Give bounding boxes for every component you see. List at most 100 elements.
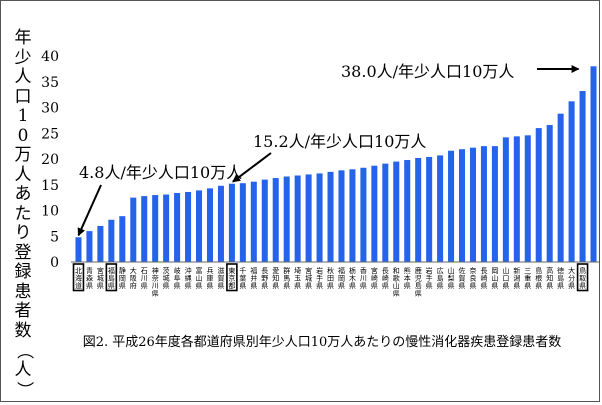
y-axis-label-char: た bbox=[14, 203, 32, 224]
x-tick-label-char: 岐 bbox=[174, 266, 181, 275]
x-tick-label-char: 島 bbox=[437, 274, 444, 283]
bar bbox=[206, 188, 213, 262]
x-tick-label-char: 長 bbox=[480, 267, 487, 275]
x-tick-label-char: 山 bbox=[196, 274, 203, 283]
x-tick-label-char: 川 bbox=[152, 282, 159, 290]
bar bbox=[305, 174, 312, 262]
x-tick-label-char: 取 bbox=[579, 275, 586, 283]
y-axis-label-char: 年 bbox=[14, 28, 32, 48]
bar bbox=[97, 225, 104, 262]
x-tick-label-char: 宮 bbox=[371, 266, 378, 275]
y-tick-label: 15 bbox=[41, 178, 59, 194]
x-tick-label-char: 口 bbox=[502, 275, 509, 283]
x-tick-label-char: 玉 bbox=[294, 275, 301, 283]
y-axis-label-char: 0 bbox=[17, 125, 29, 146]
x-tick-label-char: 賀 bbox=[217, 274, 224, 283]
bar bbox=[557, 113, 564, 263]
bar bbox=[524, 135, 531, 262]
y-tick-label: 30 bbox=[41, 101, 59, 117]
x-tick-label-char: 崎 bbox=[382, 274, 389, 283]
x-tick-label-char: 知 bbox=[546, 274, 553, 283]
x-tick-label-char: 手 bbox=[316, 274, 323, 283]
annotation-arrow bbox=[77, 184, 102, 237]
x-tick-label-char: 県 bbox=[459, 282, 466, 290]
x-tick-label-char: 県 bbox=[448, 282, 455, 290]
bar bbox=[316, 173, 323, 262]
x-tick-label-char: 道 bbox=[75, 281, 82, 290]
annotation-label: 38.0人/年少人口10万人 bbox=[341, 62, 514, 81]
x-tick-label-char: 県 bbox=[382, 282, 389, 290]
annotation-label: 15.2人/年少人口10万人 bbox=[253, 132, 426, 151]
x-tick-label-char: 県 bbox=[437, 282, 444, 290]
bar bbox=[294, 175, 301, 262]
x-tick-label-char: 県 bbox=[294, 282, 301, 290]
x-tick-label: 新潟県 bbox=[513, 266, 520, 290]
x-tick-label-char: 県 bbox=[371, 282, 378, 290]
x-tick-label-char: 海 bbox=[75, 274, 82, 283]
x-tick-label-char: 愛 bbox=[272, 266, 279, 275]
x-tick-label: 富山県 bbox=[196, 266, 203, 290]
x-tick-label-char: 福 bbox=[250, 266, 257, 275]
y-axis-label-char: 口 bbox=[14, 86, 32, 107]
x-tick-label: 青森県 bbox=[86, 266, 93, 290]
x-tick-label: 奈良県 bbox=[469, 266, 476, 290]
y-axis-label-char: 者 bbox=[14, 301, 32, 321]
x-tick-label: 福井県 bbox=[250, 266, 257, 290]
x-tick-label-char: 良 bbox=[469, 274, 476, 283]
bar bbox=[448, 150, 455, 262]
x-tick-label-char: 岩 bbox=[426, 266, 433, 275]
x-tick-label-char: 県 bbox=[119, 282, 126, 290]
x-tick-label: 鳥取県 bbox=[579, 266, 586, 290]
x-tick-label: 北海道 bbox=[75, 267, 82, 290]
y-axis-label-char: 1 bbox=[17, 106, 29, 126]
x-tick-label-char: 県 bbox=[535, 282, 542, 290]
x-tick-label: 三重県 bbox=[524, 267, 531, 290]
x-tick-label-char: 県 bbox=[327, 282, 334, 290]
bar bbox=[261, 179, 268, 262]
x-tick-label-char: 崎 bbox=[480, 274, 487, 283]
bar bbox=[513, 136, 520, 262]
bar bbox=[502, 137, 509, 262]
x-tick-label: 高知県 bbox=[546, 266, 553, 290]
x-tick-label: 沖縄県 bbox=[185, 266, 192, 290]
x-tick-label-char: 県 bbox=[491, 282, 498, 290]
x-tick-label-char: 県 bbox=[283, 282, 290, 290]
x-tick-label-char: 知 bbox=[272, 274, 279, 283]
x-tick-label: 佐賀県 bbox=[459, 266, 466, 290]
x-tick-label-char: 重 bbox=[524, 275, 531, 283]
x-tick-label: 岐阜県 bbox=[174, 266, 181, 290]
x-tick-label: 秋田県 bbox=[327, 266, 334, 290]
x-tick-label-char: 鳥 bbox=[579, 266, 586, 275]
x-tick-label-char: 山 bbox=[502, 266, 509, 275]
x-tick-label: 群馬県 bbox=[283, 266, 290, 290]
x-tick-label-char: 京 bbox=[228, 274, 235, 283]
y-axis-label-char: り bbox=[14, 223, 32, 243]
x-tick-label-char: 県 bbox=[305, 282, 312, 290]
y-axis-label-char: あ bbox=[14, 184, 32, 204]
x-tick-label-char: 新 bbox=[513, 266, 520, 275]
x-tick-label-char: 梨 bbox=[448, 274, 455, 283]
x-tick-label-char: 県 bbox=[513, 282, 520, 290]
bar bbox=[349, 169, 356, 262]
x-tick-label-char: 井 bbox=[250, 274, 257, 283]
bar bbox=[152, 195, 159, 262]
bar bbox=[185, 191, 192, 262]
x-tick-label-char: 秋 bbox=[327, 266, 334, 275]
y-axis-label-char: 人 bbox=[14, 359, 32, 380]
x-tick-label-char: 山 bbox=[448, 266, 455, 275]
x-tick-label-char: 奈 bbox=[469, 266, 476, 275]
x-tick-label-char: 三 bbox=[524, 267, 531, 275]
y-axis-label-char: 万 bbox=[14, 145, 32, 165]
x-tick-label-char: 県 bbox=[404, 282, 411, 290]
x-tick-label: 長野県 bbox=[261, 267, 268, 290]
x-tick-label-char: 馬 bbox=[283, 275, 290, 283]
bar bbox=[491, 146, 498, 262]
x-tick-label: 兵庫県 bbox=[206, 266, 213, 290]
x-tick-label-char: 宮 bbox=[305, 266, 312, 275]
x-tick-label: 島根県 bbox=[535, 266, 542, 290]
x-tick-label: 愛知県 bbox=[272, 266, 279, 290]
x-tick-label-char: 県 bbox=[185, 282, 192, 290]
x-tick-label-char: 神 bbox=[152, 266, 159, 275]
x-tick-label-char: 県 bbox=[217, 282, 224, 290]
